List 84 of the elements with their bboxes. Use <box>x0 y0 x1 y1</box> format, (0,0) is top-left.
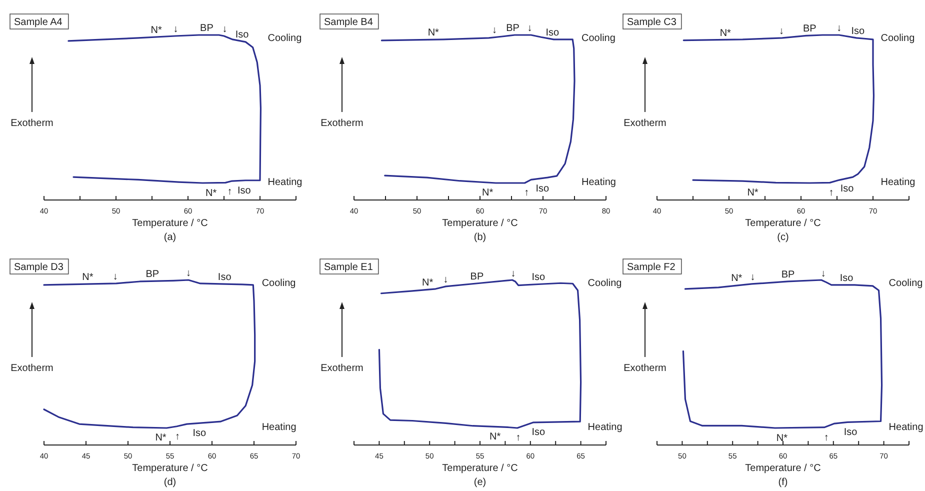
annotation: Cooling <box>268 33 302 44</box>
annotation: ↑ <box>828 188 834 199</box>
annotation: BP <box>802 23 817 34</box>
annotation: Iso <box>237 185 252 196</box>
annotation: Cooling <box>588 278 622 289</box>
text: (c) <box>777 232 789 243</box>
annotation: Cooling <box>888 278 923 289</box>
annotation: ↑ <box>824 432 829 444</box>
annotation: BP <box>200 23 214 34</box>
annotation: Cooling <box>880 33 915 44</box>
annotation: N* <box>422 278 434 289</box>
annotation: Iso <box>851 26 865 37</box>
x-axis-title: Temperature / °C <box>442 218 518 229</box>
annotation: ↓ <box>527 23 532 34</box>
annotation: Cooling <box>262 278 296 289</box>
annotation: Heating <box>880 177 916 188</box>
text: (e) <box>474 477 486 488</box>
annotation: ↑ <box>524 187 530 198</box>
annotation: N* <box>747 187 758 198</box>
annotation: ↑ <box>227 186 232 198</box>
annotation: Iso <box>192 428 207 439</box>
annotation: Iso <box>840 184 854 195</box>
annotation: Iso <box>844 427 858 438</box>
annotation: Cooling <box>582 33 616 44</box>
text: (f) <box>778 477 788 488</box>
annotation: Heating <box>888 422 924 433</box>
annotation: BP <box>781 269 796 280</box>
annotation: ↓ <box>443 274 448 286</box>
annotation: Iso <box>536 184 550 195</box>
annotation: Heating <box>262 422 296 433</box>
annotation: N* <box>731 273 742 284</box>
annotation: ↓ <box>173 24 178 35</box>
annotation: ↓ <box>820 268 826 280</box>
annotation: ↓ <box>186 268 191 279</box>
annotation: Iso <box>218 272 232 283</box>
annotation: ↓ <box>492 25 497 36</box>
chart-title: Sample C3 <box>627 17 677 28</box>
annotation: ↓ <box>510 268 516 280</box>
annotation: ↓ <box>222 24 228 35</box>
annotation: Heating <box>268 177 302 188</box>
annotation: BP <box>506 23 520 34</box>
y-axis-title: Exotherm <box>624 363 666 374</box>
annotation: N* <box>720 28 732 39</box>
chart-title: Sample F2 <box>627 262 676 273</box>
annotation: ↓ <box>112 271 118 282</box>
annotation: ↑ <box>175 431 180 442</box>
annotation: N* <box>428 27 440 38</box>
annotation: N* <box>205 188 217 200</box>
annotation: Iso <box>840 272 854 284</box>
annotation: Iso <box>532 272 546 284</box>
annotation: ↓ <box>836 23 842 34</box>
text: (d) <box>164 477 176 488</box>
annotation: BP <box>146 269 160 280</box>
y-axis-title: Exotherm <box>624 118 666 129</box>
annotation: Heating <box>588 422 622 433</box>
annotation: Heating <box>582 177 616 188</box>
chart-title: Sample E1 <box>324 262 374 273</box>
annotation: N* <box>150 25 162 36</box>
y-axis-title: Exotherm <box>10 118 54 129</box>
annotation: Iso <box>532 427 546 438</box>
x-axis-title: Temperature / °C <box>132 218 208 229</box>
annotation: N* <box>82 272 94 284</box>
annotation: N* <box>776 433 788 444</box>
x-axis-title: Temperature / °C <box>442 463 518 474</box>
annotation: N* <box>155 432 166 444</box>
y-axis-title: Exotherm <box>320 118 364 129</box>
annotation: N* <box>490 432 501 443</box>
y-axis-title: Exotherm <box>10 363 54 374</box>
annotation: N* <box>482 188 494 199</box>
annotation: ↓ <box>750 272 756 283</box>
chart-title: Sample D3 <box>14 262 64 273</box>
x-axis-title: Temperature / °C <box>745 218 821 229</box>
y-axis-title: Exotherm <box>320 363 364 374</box>
x-axis-title: Temperature / °C <box>132 463 208 474</box>
annotation: ↑ <box>516 432 521 444</box>
annotation: ↓ <box>779 26 784 37</box>
annotation: Iso <box>546 27 560 38</box>
x-axis-title: Temperature / °C <box>745 463 821 474</box>
text: (b) <box>474 232 486 243</box>
annotation: BP <box>470 271 484 282</box>
text: (a) <box>164 232 176 243</box>
chart-title: Sample A4 <box>14 17 63 28</box>
annotation: Iso <box>235 30 250 41</box>
chart-title: Sample B4 <box>324 17 374 28</box>
